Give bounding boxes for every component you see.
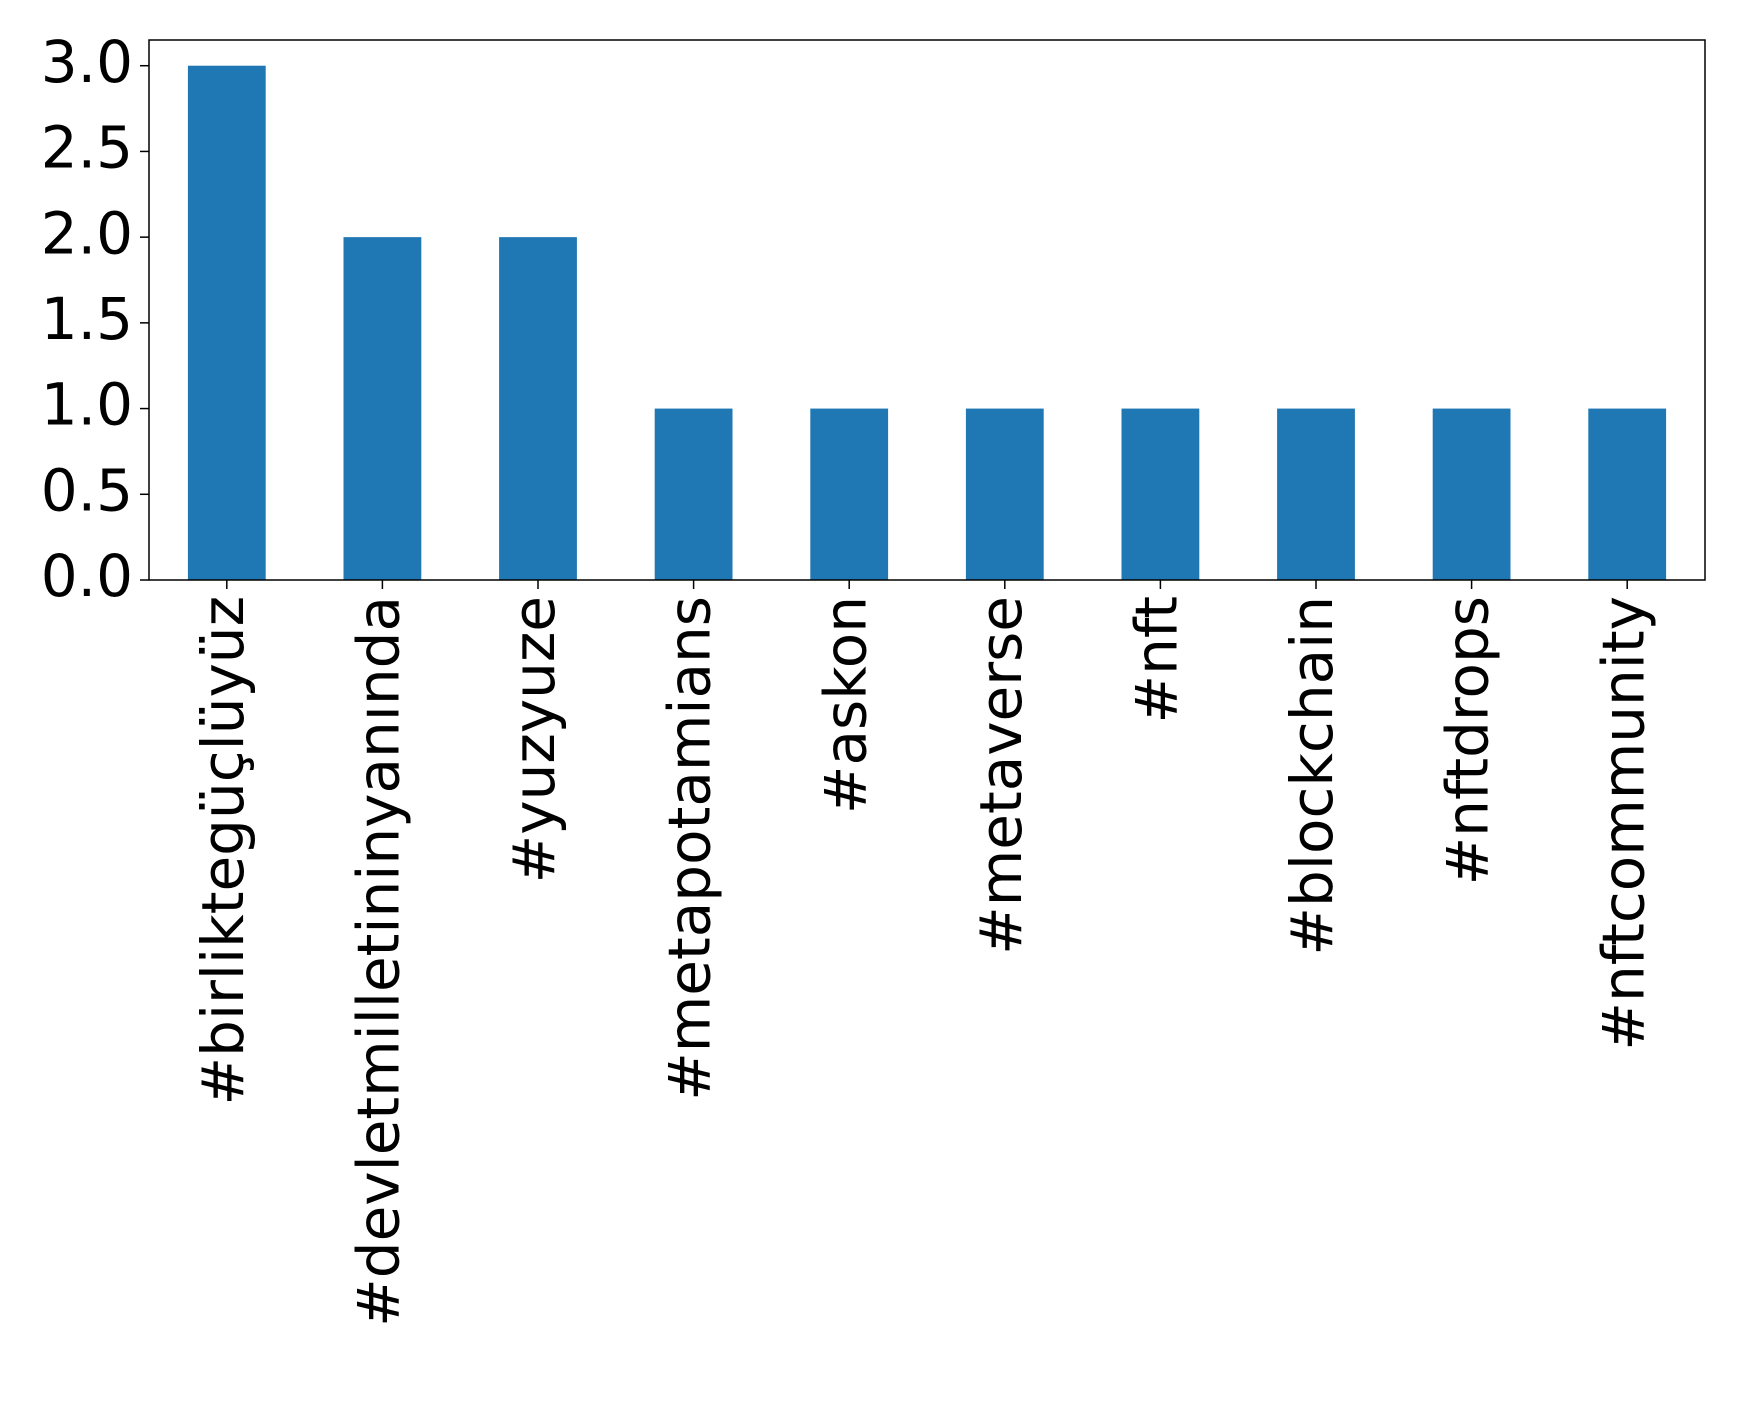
x-tick-label: #yuzyuze xyxy=(500,596,568,883)
y-tick-label: 0.0 xyxy=(41,542,133,610)
bar xyxy=(1588,408,1667,580)
y-tick-label: 1.0 xyxy=(41,371,133,439)
plot-frame xyxy=(148,39,1706,581)
x-tick-label: #blockchain xyxy=(1278,596,1346,956)
bar xyxy=(1277,408,1355,580)
bar xyxy=(1432,408,1511,580)
bar xyxy=(343,237,422,580)
y-tick-label: 0.5 xyxy=(41,456,133,524)
x-tick-label: #askon xyxy=(811,596,879,814)
y-tick-label: 1.5 xyxy=(41,285,133,353)
x-tick-label: #devletmilletininyanında xyxy=(345,596,413,1327)
x-tick-label: #metaverse xyxy=(967,596,1035,955)
y-tick-label: 2.0 xyxy=(41,199,133,267)
bar xyxy=(1121,408,1200,580)
bar xyxy=(965,408,1044,580)
x-tick-label: #nftdrops xyxy=(1434,596,1502,885)
x-tick-label: #nftcommunity xyxy=(1589,596,1657,1051)
bar xyxy=(187,65,266,580)
x-tick-label: #birliktegüçlüyüz xyxy=(189,596,257,1105)
bar xyxy=(654,408,733,580)
x-tick-label: #nft xyxy=(1123,596,1191,724)
y-tick-label: 3.0 xyxy=(41,28,133,96)
bar xyxy=(810,408,889,580)
y-tick-label: 2.5 xyxy=(41,114,133,182)
x-tick-label: #metapotamians xyxy=(656,596,724,1101)
bar xyxy=(499,237,577,580)
